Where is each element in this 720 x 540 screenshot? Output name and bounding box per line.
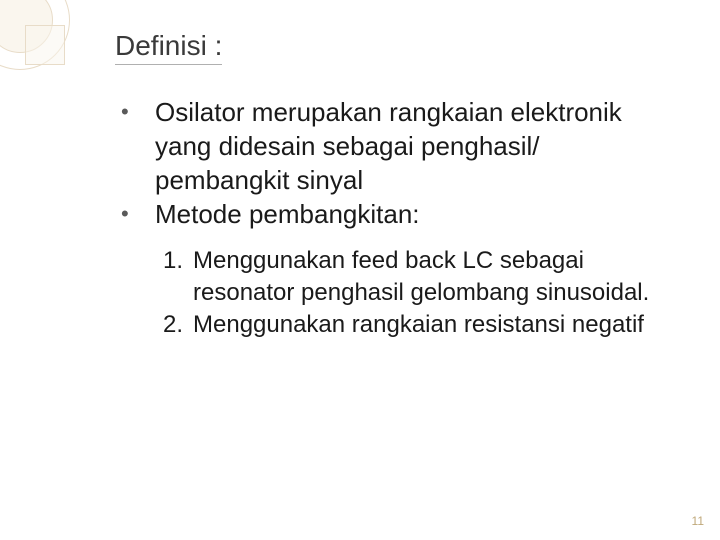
corner-decoration [0,0,80,80]
decoration-square [25,25,65,65]
bullet-item: • Metode pembangkitan: [115,197,675,231]
numbered-list: 1. Menggunakan feed back LC sebagai reso… [153,245,675,341]
number-marker: 2. [153,309,193,341]
numbered-text: Menggunakan feed back LC sebagai resonat… [193,245,675,309]
bullet-item: • Osilator merupakan rangkaian elektroni… [115,95,675,197]
bullet-text: Metode pembangkitan: [155,197,420,231]
bullet-text: Osilator merupakan rangkaian elektronik … [155,95,675,197]
content-area: • Osilator merupakan rangkaian elektroni… [115,95,675,341]
page-number: 11 [692,514,704,528]
bullet-list: • Osilator merupakan rangkaian elektroni… [115,95,675,231]
number-marker: 1. [153,245,193,277]
bullet-marker-icon: • [115,197,155,231]
bullet-marker-icon: • [115,95,155,129]
numbered-item: 2. Menggunakan rangkaian resistansi nega… [153,309,675,341]
numbered-text: Menggunakan rangkaian resistansi negatif [193,309,644,341]
slide-title: Definisi : [115,30,222,65]
numbered-item: 1. Menggunakan feed back LC sebagai reso… [153,245,675,309]
